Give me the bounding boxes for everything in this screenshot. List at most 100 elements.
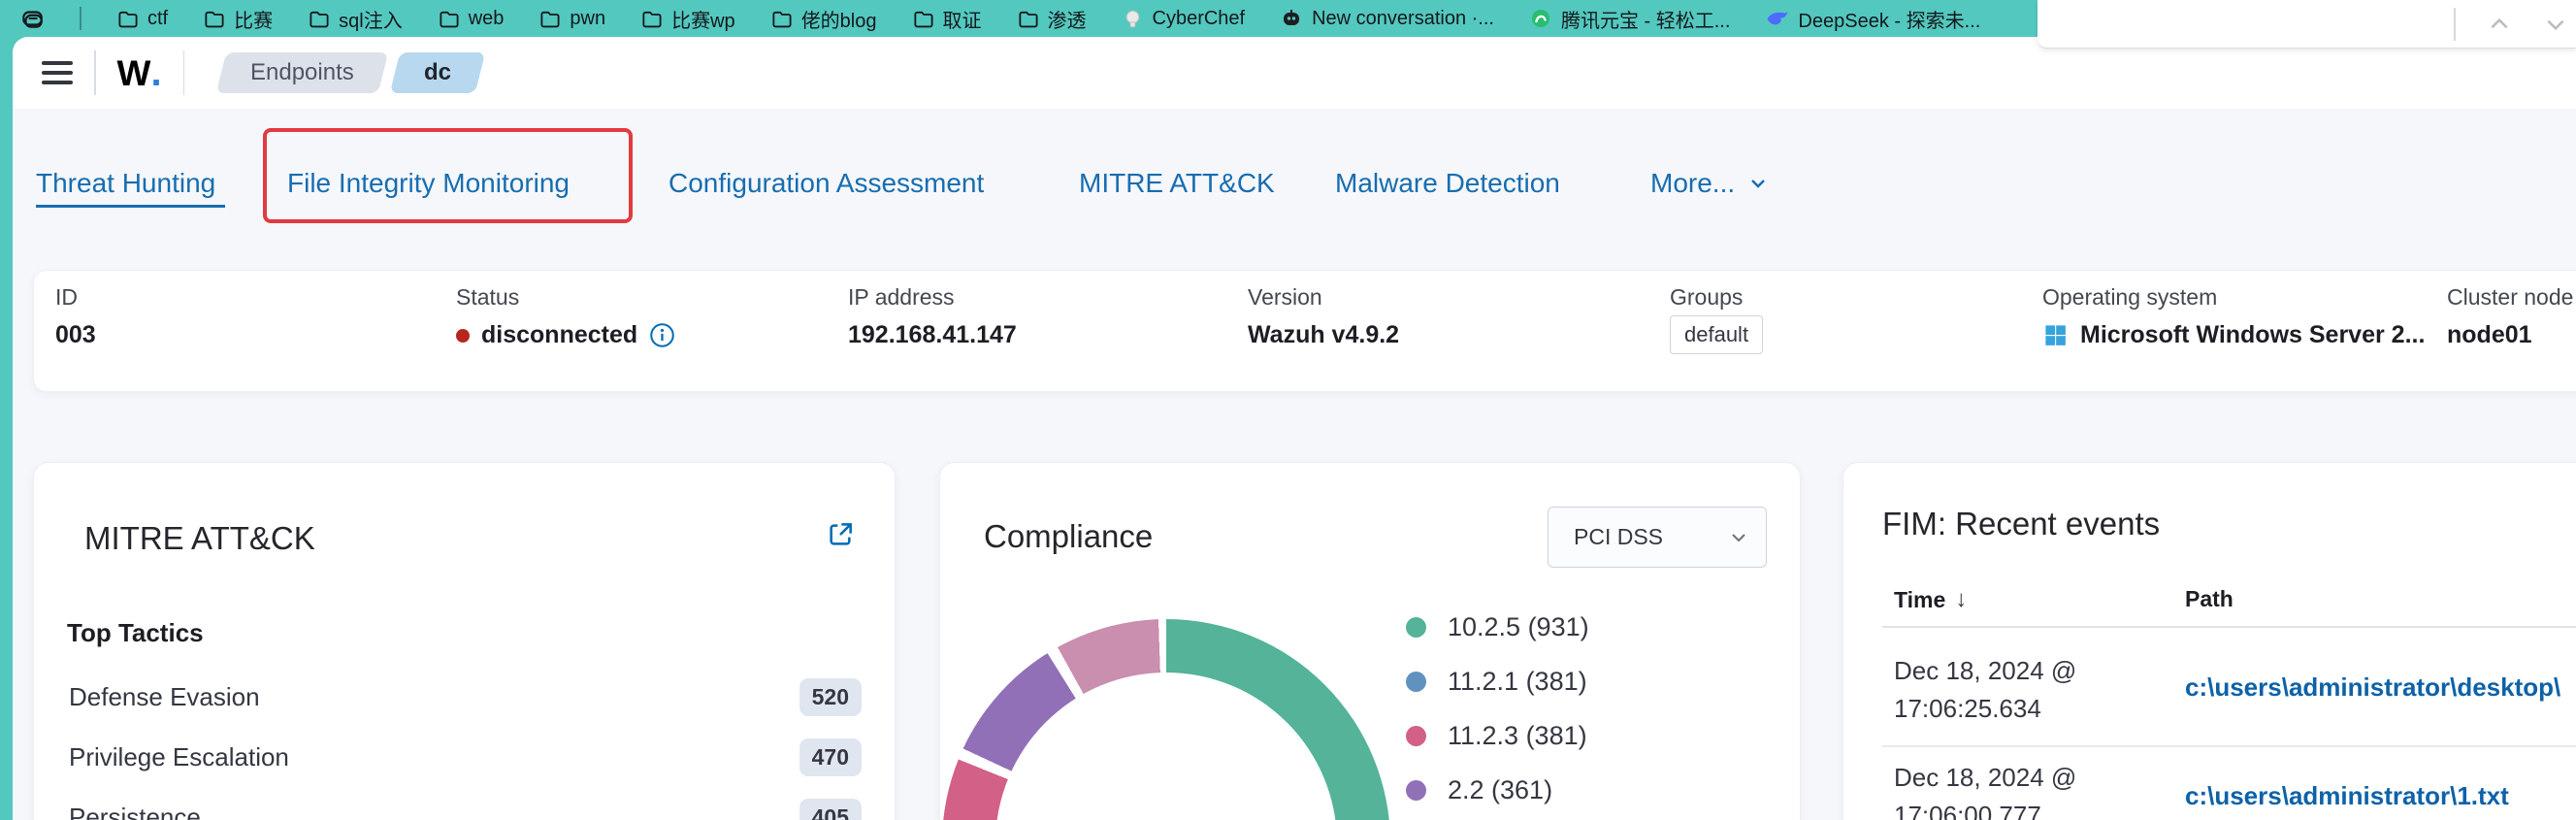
field-value: 003 — [55, 321, 96, 348]
legend-item[interactable]: 11.2.1 (381) — [1406, 654, 1589, 708]
bookmark-label: CyberChef — [1152, 7, 1246, 29]
external-link-icon[interactable] — [825, 519, 856, 550]
wazuh-logo[interactable]: W. — [117, 51, 162, 95]
field-value: 192.168.41.147 — [848, 321, 1017, 348]
bookmark-deepseek[interactable]: DeepSeek - 探索未... — [1765, 5, 1980, 33]
folder-icon — [1018, 11, 1038, 27]
bookmark-pwn[interactable]: pwn — [538, 8, 605, 30]
tactic-name: Defense Evasion — [69, 681, 260, 711]
tactic-row[interactable]: Defense Evasion 520 — [69, 667, 862, 727]
legend-item[interactable]: 10.2.5 (931) — [1406, 600, 1589, 654]
bookmark-label: 取证 — [942, 10, 982, 32]
tactic-row[interactable]: Privilege Escalation 470 — [69, 727, 862, 787]
app-header: W. Endpoints dc — [13, 37, 2576, 109]
bookmark-label: 比赛 — [234, 10, 274, 32]
chevron-up-icon[interactable] — [2487, 12, 2512, 37]
chevron-down-icon[interactable] — [2543, 12, 2568, 37]
bookmark-blog[interactable]: 佬的blog — [770, 5, 877, 33]
group-chip-default[interactable]: default — [1670, 315, 1764, 354]
legend-label: 10.2.5 (931) — [1448, 611, 1589, 641]
legend-label: 11.2.1 (381) — [1448, 666, 1587, 696]
wazuh-page: W. Endpoints dc Threat Hunting File Inte… — [0, 37, 2576, 820]
card-title: MITRE ATT&CK — [84, 520, 315, 556]
field-label: Operating system — [2042, 284, 2218, 310]
bookmark-label: web — [468, 7, 505, 29]
folder-icon — [205, 11, 224, 27]
breadcrumb: Endpoints dc — [215, 52, 486, 93]
tactic-name: Privilege Escalation — [69, 741, 289, 771]
card-title: Compliance — [984, 518, 1154, 554]
breadcrumb-label: Endpoints — [250, 59, 354, 85]
folder-icon — [642, 11, 662, 27]
menu-icon[interactable] — [42, 61, 73, 84]
legend-item[interactable]: 11.2.3 (381) — [1406, 708, 1589, 763]
tactic-name: Persistence — [69, 802, 201, 820]
bookmark-cyberchef[interactable]: CyberChef — [1122, 7, 1246, 30]
field-label: ID — [55, 284, 78, 310]
event-path-link[interactable]: c:\users\administrator\desktop\ — [2185, 672, 2561, 702]
tactic-count-badge: 520 — [799, 677, 862, 716]
chevron-down-icon — [1732, 533, 1745, 541]
tab-stack-icon[interactable] — [19, 6, 45, 31]
legend-dot — [1406, 671, 1426, 692]
tab-malware-detection[interactable]: Malware Detection — [1335, 168, 1560, 198]
field-label: Status — [456, 284, 520, 310]
tactics-list: Defense Evasion 520 Privilege Escalation… — [69, 667, 862, 820]
bookmark-ctf[interactable]: ctf — [116, 8, 168, 30]
table-row-divider — [1882, 745, 2576, 747]
bookmark-label: ctf — [147, 7, 169, 29]
bookmark-label: 渗透 — [1047, 10, 1087, 32]
legend-item[interactable]: 2.2 (361) — [1406, 763, 1589, 817]
field-value: Wazuh v4.9.2 — [1248, 321, 1400, 348]
fim-recent-events-card: FIM: Recent events Time ↓ Path Dec 18, 2… — [1842, 462, 2576, 820]
breadcrumb-agent-dc[interactable]: dc — [389, 52, 486, 93]
breadcrumb-endpoints[interactable]: Endpoints — [215, 52, 389, 93]
tab-configuration-assessment[interactable]: Configuration Assessment — [668, 168, 985, 198]
windows-icon — [2045, 325, 2066, 345]
event-time: Dec 18, 2024 @ 17:06:00.777 — [1894, 763, 2077, 820]
event-path-link[interactable]: c:\users\administrator\1.txt — [2185, 781, 2509, 810]
bookmarks-divider — [80, 7, 82, 30]
cyberchef-icon — [1125, 10, 1139, 27]
tab-more-label: More... — [1650, 168, 1736, 198]
sort-descending-icon: ↓ — [1955, 586, 1968, 612]
status-dot-disconnected — [456, 328, 470, 343]
tab-mitre-attack[interactable]: MITRE ATT&CK — [1079, 168, 1275, 198]
bookmark-label: DeepSeek - 探索未... — [1798, 10, 1981, 32]
tab-file-integrity-monitoring[interactable]: File Integrity Monitoring — [287, 168, 571, 198]
bookmark-tencent-yuanbao[interactable]: 腾讯元宝 - 轻松工... — [1529, 5, 1730, 33]
legend-label: 2.2 (361) — [1448, 774, 1553, 804]
tab-threat-hunting[interactable]: Threat Hunting — [36, 168, 226, 208]
bookmark-label: sql注入 — [339, 10, 403, 32]
header-divider — [182, 50, 185, 95]
field-label: Groups — [1670, 284, 1744, 310]
logo-letter: W — [116, 52, 151, 93]
legend-dot — [1406, 779, 1426, 801]
find-bar-divider — [2454, 7, 2456, 41]
bookmark-sql-injection[interactable]: sql注入 — [308, 5, 403, 33]
bookmark-label: 佬的blog — [800, 10, 877, 32]
bookmark-new-conversation[interactable]: New conversation ·... — [1280, 7, 1494, 30]
tactic-row[interactable]: Persistence 405 — [69, 787, 862, 820]
compliance-framework-select[interactable]: PCI DSS — [1548, 507, 1767, 568]
tactic-count-badge: 470 — [799, 738, 862, 776]
bookmark-forensics[interactable]: 取证 — [912, 5, 982, 33]
bookmark-bisai-wp[interactable]: 比赛wp — [640, 5, 735, 33]
mitre-attack-card: MITRE ATT&CK Top Tactics Defense Evasion… — [33, 462, 896, 820]
tab-more[interactable]: More... — [1650, 168, 1770, 199]
logo-dot: . — [150, 50, 162, 94]
folder-icon — [540, 11, 560, 27]
bookmark-pentest[interactable]: 渗透 — [1017, 5, 1087, 33]
status-badge: disconnected — [481, 321, 638, 348]
event-time: Dec 18, 2024 @ 17:06:25.634 — [1894, 656, 2077, 723]
info-icon[interactable] — [649, 322, 675, 348]
table-header-rule — [1882, 626, 2576, 628]
field-label: IP address — [848, 284, 955, 310]
bookmark-web[interactable]: web — [438, 7, 505, 30]
agent-nav-tabs: Threat Hunting File Integrity Monitoring… — [0, 109, 2576, 235]
bookmark-label: pwn — [570, 7, 606, 29]
breadcrumb-label: dc — [423, 59, 451, 85]
bookmark-bisai[interactable]: 比赛 — [203, 5, 273, 33]
column-header-time[interactable]: Time ↓ — [1894, 586, 1967, 613]
bookmark-label: 腾讯元宝 - 轻松工... — [1560, 10, 1731, 32]
